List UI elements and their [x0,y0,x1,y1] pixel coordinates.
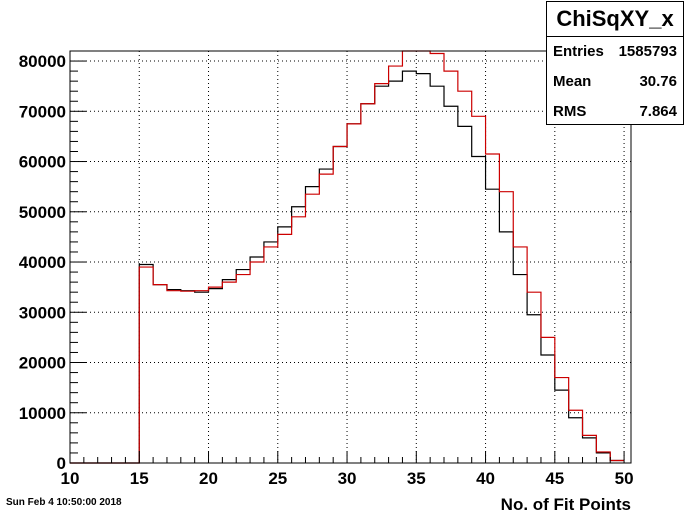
plot-frame [69,50,632,464]
stats-row-entries: Entries 1585793 [547,37,683,67]
x-tick-label: 20 [199,469,218,488]
y-tick-label: 0 [57,454,66,473]
y-tick-label: 70000 [19,102,66,121]
y-tick-label: 80000 [19,52,66,71]
axis-ticks [69,50,625,464]
x-tick-label: 35 [407,469,426,488]
y-tick-label: 30000 [19,303,66,322]
stats-row-mean: Mean 30.76 [547,67,683,97]
x-tick-label: 50 [615,469,634,488]
stats-row-rms: RMS 7.864 [547,97,683,127]
stats-box: ChiSqXY_x Entries 1585793 Mean 30.76 RMS… [546,1,684,125]
x-tick-label: 10 [61,469,80,488]
stats-label: Mean [553,73,592,90]
x-tick-label: 30 [338,469,357,488]
y-tick-label: 10000 [19,404,66,423]
x-tick-label: 25 [268,469,287,488]
stats-title: ChiSqXY_x [547,2,683,37]
y-tick-label: 20000 [19,354,66,373]
stats-value: 30.76 [639,73,677,90]
stats-value: 7.864 [639,103,677,120]
stats-label: RMS [553,103,587,120]
x-axis-title: No. of Fit Points [501,495,631,514]
histogram-series [70,50,625,464]
timestamp: Sun Feb 4 10:50:00 2018 [6,497,122,508]
x-tick-label: 15 [130,469,149,488]
stats-value: 1585793 [618,43,677,60]
x-tick-labels: 10 15 20 25 30 35 40 45 50 [61,469,634,488]
y-tick-labels: 0 10000 20000 30000 40000 50000 60000 70000 8000… [19,52,66,473]
stats-label: Entries [553,43,604,60]
histogram-series-1 [70,50,625,464]
y-tick-label: 60000 [19,153,66,172]
y-tick-label: 50000 [19,203,66,222]
x-tick-label: 40 [476,469,495,488]
y-tick-label: 40000 [19,253,66,272]
x-tick-label: 45 [545,469,564,488]
